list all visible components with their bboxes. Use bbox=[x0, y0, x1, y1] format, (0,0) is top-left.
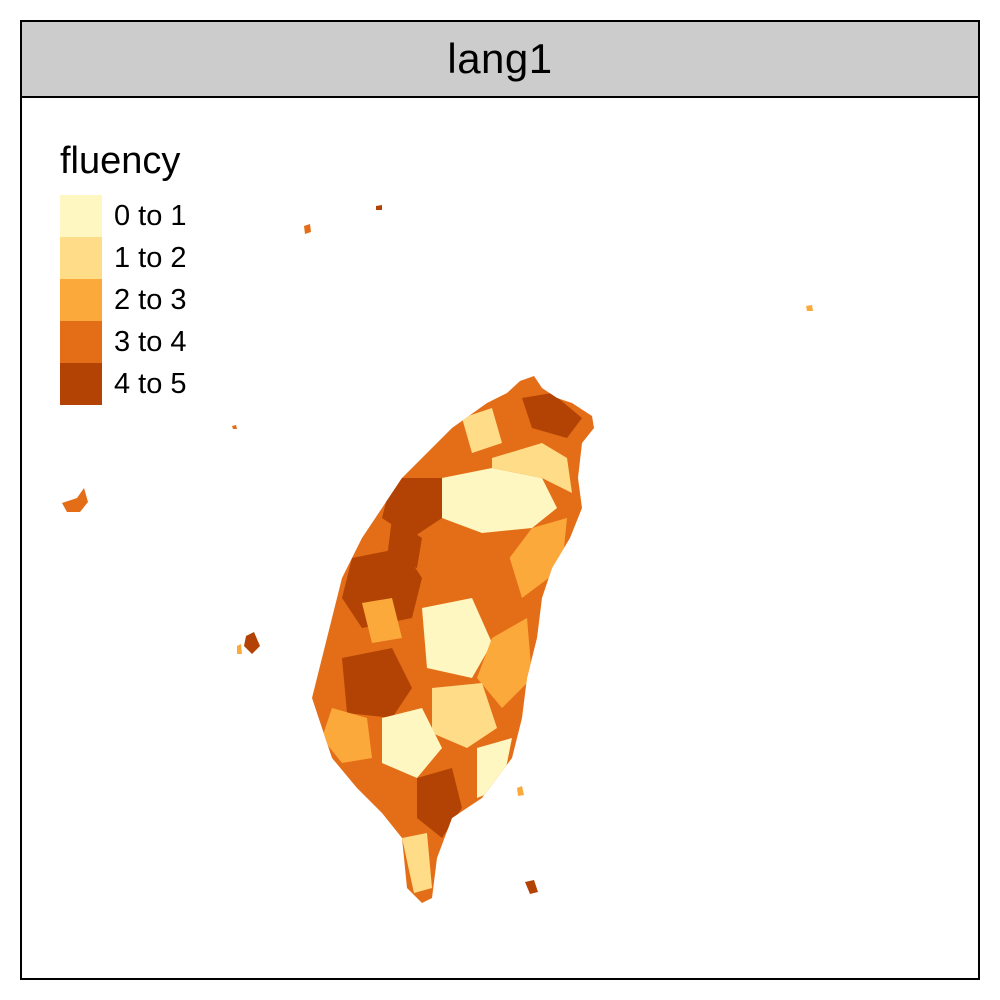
district bbox=[502, 518, 567, 598]
district bbox=[462, 408, 502, 453]
facet-title: lang1 bbox=[447, 35, 553, 82]
islet bbox=[525, 880, 538, 894]
islet bbox=[244, 632, 260, 654]
choropleth-map bbox=[62, 205, 813, 903]
legend-label: 4 to 5 bbox=[114, 367, 187, 400]
legend-swatch bbox=[60, 321, 102, 363]
legend-item: 2 to 3 bbox=[60, 279, 187, 321]
district bbox=[417, 768, 462, 838]
district-polygons bbox=[322, 393, 582, 893]
legend-swatch bbox=[60, 195, 102, 237]
district bbox=[342, 648, 412, 718]
facet-strip: lang1 bbox=[22, 22, 978, 98]
legend-title: fluency bbox=[60, 140, 181, 182]
map-panel: fluency 0 to 1 1 to 2 2 to 3 3 to 4 4 to… bbox=[22, 98, 978, 978]
legend-item: 0 to 1 bbox=[60, 195, 187, 237]
district bbox=[442, 468, 557, 533]
islet bbox=[237, 644, 242, 654]
legend-item: 3 to 4 bbox=[60, 321, 187, 363]
district bbox=[342, 548, 422, 628]
islet bbox=[232, 425, 237, 429]
district bbox=[402, 833, 432, 893]
district bbox=[422, 598, 492, 678]
district bbox=[522, 393, 582, 438]
legend-label: 2 to 3 bbox=[114, 283, 187, 316]
penghu-island bbox=[62, 488, 88, 512]
legend-label: 0 to 1 bbox=[114, 199, 187, 232]
district bbox=[322, 708, 372, 763]
islet bbox=[517, 786, 524, 796]
legend-swatch bbox=[60, 237, 102, 279]
district bbox=[492, 443, 572, 493]
legend: fluency 0 to 1 1 to 2 2 to 3 3 to 4 4 to… bbox=[60, 140, 187, 405]
islet bbox=[376, 205, 382, 210]
plot-frame: lang1 bbox=[20, 20, 980, 980]
legend-item: 1 to 2 bbox=[60, 237, 187, 279]
district bbox=[382, 708, 442, 778]
islet bbox=[806, 305, 813, 311]
district bbox=[432, 683, 497, 748]
district bbox=[362, 598, 402, 643]
district bbox=[387, 518, 422, 568]
islet bbox=[304, 224, 311, 234]
legend-item: 4 to 5 bbox=[60, 363, 187, 405]
district bbox=[477, 738, 512, 798]
district bbox=[477, 618, 532, 708]
legend-label: 3 to 4 bbox=[114, 325, 187, 358]
legend-swatch bbox=[60, 363, 102, 405]
legend-swatch bbox=[60, 279, 102, 321]
legend-label: 1 to 2 bbox=[114, 241, 187, 274]
